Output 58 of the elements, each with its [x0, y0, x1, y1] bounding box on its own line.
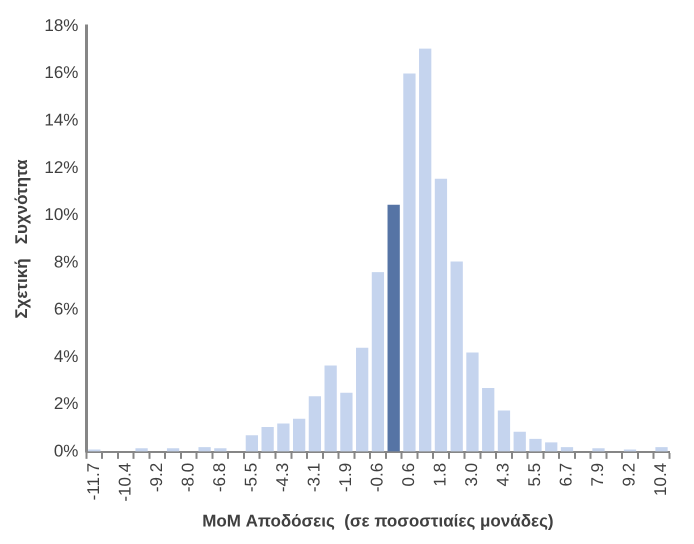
bar [482, 388, 494, 452]
bar [166, 448, 180, 452]
x-tick-label: -5.5 [242, 462, 261, 492]
y-tick-label: 14% [44, 110, 78, 130]
x-tick-label: 1.8 [430, 462, 450, 486]
x-tick-label: -8.0 [178, 462, 198, 492]
x-tick-label: 9.2 [620, 462, 639, 486]
bar [498, 410, 510, 452]
x-tick-label: 5.5 [525, 462, 544, 486]
bar [388, 204, 400, 452]
x-tick-label: 10.4 [651, 462, 670, 496]
y-tick-label: 10% [44, 205, 78, 224]
y-tick-label: 8% [54, 252, 78, 272]
x-tick-label: -6.8 [210, 462, 230, 492]
bar [308, 396, 322, 452]
bar [214, 448, 226, 452]
y-tick-label: 0% [54, 442, 78, 461]
y-tick-label: 12% [44, 158, 78, 177]
y-axis-title: Σχετική Συχνότητα [12, 158, 31, 319]
bar [324, 366, 337, 452]
bar [292, 418, 306, 452]
x-tick-label: 4.3 [494, 462, 513, 486]
bar [246, 435, 258, 452]
x-axis-title: MoM Αποδόσεις (σε ποσοστιαίες μονάδες) [202, 511, 554, 530]
x-tick-label: -4.3 [273, 462, 292, 492]
bar [592, 448, 605, 452]
x-tick-label: 3.0 [462, 462, 482, 486]
y-tick-label: 6% [54, 300, 78, 319]
x-tick-label: 6.7 [556, 462, 576, 486]
bar [135, 448, 148, 452]
x-tick-label: 0.6 [399, 462, 418, 486]
bar [545, 442, 558, 452]
y-tick-label: 2% [54, 394, 78, 414]
bar [450, 261, 463, 452]
bar [372, 272, 384, 452]
x-tick-label: 7.9 [588, 462, 608, 486]
bar [560, 447, 574, 452]
bar [514, 432, 526, 452]
y-tick-label: 4% [54, 346, 78, 366]
bar [529, 438, 542, 452]
bar [340, 392, 353, 452]
x-tick-label: -0.6 [368, 462, 387, 492]
bar [198, 447, 211, 452]
y-tick-label: 16% [44, 63, 78, 82]
x-tick-label: -10.4 [116, 462, 134, 502]
bar [434, 178, 448, 452]
x-tick-label: -11.7 [84, 462, 103, 500]
bar [356, 348, 368, 452]
x-tick-label: -1.9 [336, 462, 356, 492]
bar [655, 447, 668, 452]
bar [466, 352, 479, 452]
bar [403, 73, 416, 452]
x-tick-label: -3.1 [304, 462, 324, 492]
bar [419, 48, 432, 452]
y-tick-label: 18% [44, 16, 78, 35]
x-tick-label: -9.2 [147, 462, 166, 492]
bar [277, 423, 290, 452]
bar [261, 427, 274, 452]
